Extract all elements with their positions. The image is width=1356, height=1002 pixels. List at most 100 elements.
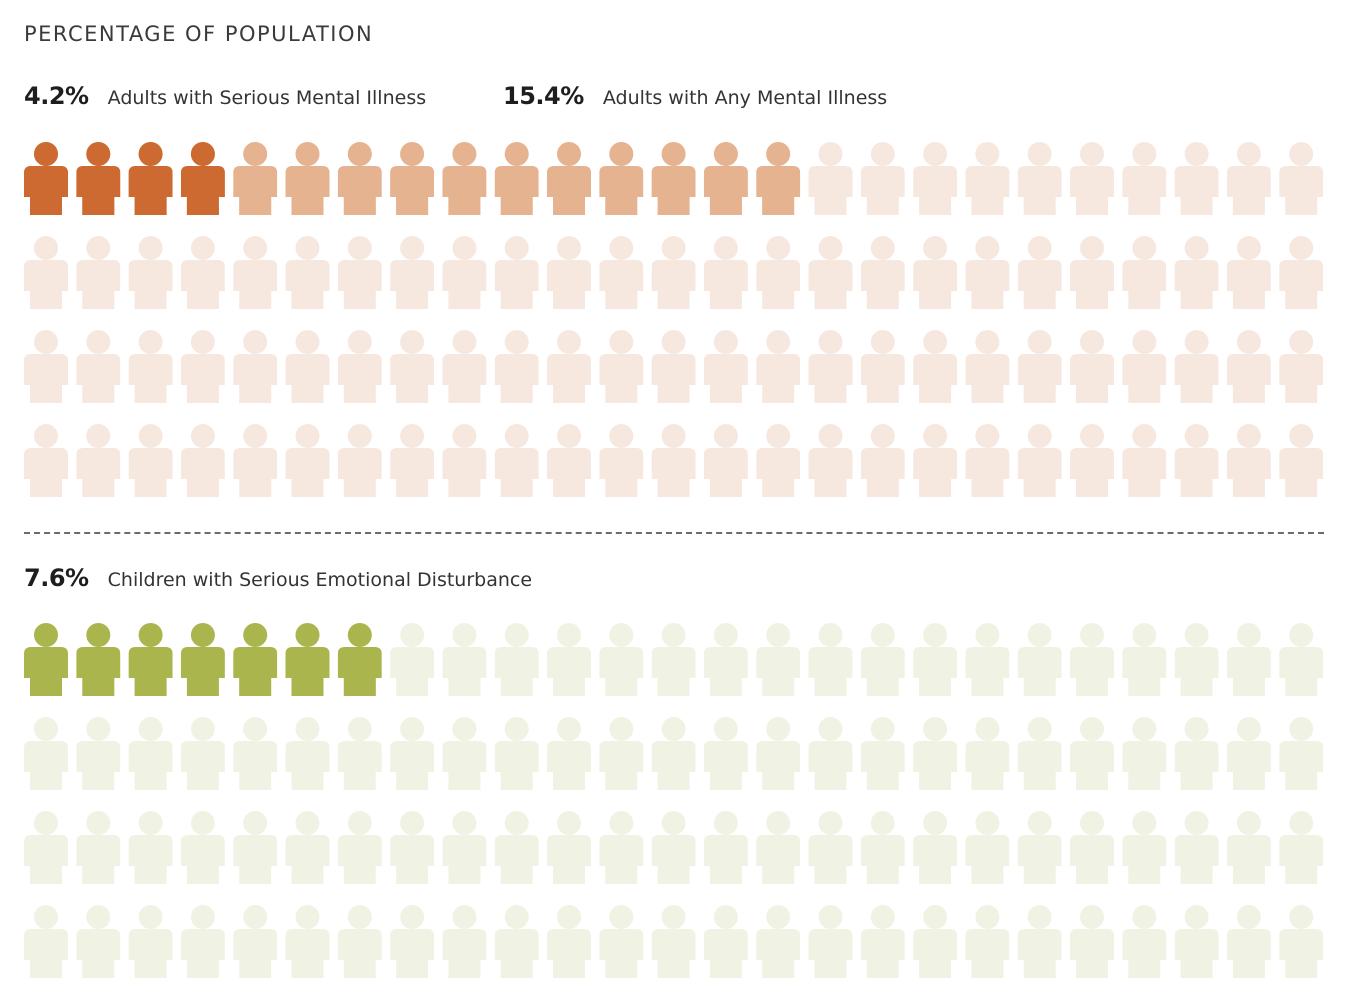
person-icon — [76, 330, 121, 403]
adult-any-value: 15.4% — [503, 82, 584, 110]
person-icon — [1174, 142, 1219, 215]
person-icon — [233, 236, 278, 309]
person-icon — [128, 623, 173, 696]
person-icon — [337, 424, 382, 497]
person-icon — [1070, 905, 1114, 978]
person-icon — [808, 330, 853, 403]
person-icon — [494, 623, 539, 696]
person-icon — [76, 142, 121, 215]
person-icon — [756, 424, 801, 497]
person-icon — [965, 717, 1010, 790]
person-icon — [860, 330, 905, 403]
person-icon — [390, 424, 435, 497]
person-icon — [913, 623, 958, 696]
person-icon — [1174, 330, 1219, 403]
person-icon — [1279, 424, 1324, 497]
person-icon — [24, 236, 68, 309]
person-icon — [24, 142, 68, 215]
person-icon — [1226, 717, 1271, 790]
person-icon — [547, 623, 591, 696]
person-icon — [703, 236, 748, 309]
person-icon — [1070, 811, 1114, 884]
adult-pictograph-grid — [24, 142, 1324, 497]
person-icon — [1122, 905, 1167, 978]
person-icon — [756, 811, 801, 884]
person-icon — [913, 330, 958, 403]
person-icon — [390, 623, 435, 696]
person-icon — [24, 330, 68, 403]
person-icon — [965, 236, 1010, 309]
person-icon — [651, 623, 696, 696]
person-icon — [1279, 330, 1324, 403]
person-icon — [1174, 236, 1219, 309]
person-icon — [285, 142, 330, 215]
person-icon — [547, 236, 591, 309]
child-pictograph-grid — [24, 623, 1324, 978]
person-icon — [965, 623, 1010, 696]
person-icon — [1226, 905, 1271, 978]
person-icon — [285, 330, 330, 403]
person-icon — [76, 424, 121, 497]
person-icon — [337, 236, 382, 309]
person-icon — [1122, 811, 1167, 884]
person-icon — [337, 142, 382, 215]
person-icon — [599, 811, 644, 884]
person-icon — [1226, 424, 1271, 497]
person-icon — [494, 717, 539, 790]
person-icon — [913, 811, 958, 884]
person-icon — [390, 330, 435, 403]
person-icon — [494, 330, 539, 403]
legend-adult-serious: 4.2% Adults with Serious Mental Illness — [24, 82, 426, 110]
person-icon — [1174, 811, 1219, 884]
person-icon — [547, 142, 591, 215]
person-icon — [860, 623, 905, 696]
person-icon — [285, 717, 330, 790]
person-icon — [494, 236, 539, 309]
person-icon — [651, 905, 696, 978]
person-icon — [651, 330, 696, 403]
adult-any-label: Adults with Any Mental Illness — [602, 87, 888, 109]
person-icon — [337, 905, 382, 978]
person-icon — [1174, 717, 1219, 790]
person-icon — [651, 142, 696, 215]
person-icon — [442, 424, 487, 497]
person-icon — [808, 717, 853, 790]
person-icon — [337, 811, 382, 884]
person-icon — [285, 811, 330, 884]
person-icon — [390, 811, 435, 884]
person-icon — [860, 236, 905, 309]
person-icon — [76, 811, 121, 884]
person-icon — [494, 811, 539, 884]
person-icon — [756, 236, 801, 309]
person-icon — [390, 236, 435, 309]
chart-title: PERCENTAGE OF POPULATION — [24, 22, 374, 46]
person-icon — [1070, 236, 1114, 309]
person-icon — [703, 811, 748, 884]
person-icon — [599, 623, 644, 696]
person-icon — [1226, 330, 1271, 403]
person-icon — [128, 717, 173, 790]
person-icon — [128, 330, 173, 403]
person-icon — [965, 811, 1010, 884]
person-icon — [24, 717, 68, 790]
person-icon — [547, 811, 591, 884]
person-icon — [913, 717, 958, 790]
person-icon — [651, 811, 696, 884]
person-icon — [965, 330, 1010, 403]
person-icon — [494, 142, 539, 215]
person-icon — [965, 905, 1010, 978]
person-icon — [1070, 424, 1114, 497]
person-icon — [233, 623, 278, 696]
person-icon — [337, 717, 382, 790]
person-icon — [442, 330, 487, 403]
person-icon — [442, 717, 487, 790]
legend-child-serious: 7.6% Children with Serious Emotional Dis… — [24, 564, 532, 592]
person-icon — [233, 717, 278, 790]
person-icon — [76, 236, 121, 309]
person-icon — [703, 717, 748, 790]
person-icon — [1174, 623, 1219, 696]
person-icon — [599, 424, 644, 497]
person-icon — [180, 811, 225, 884]
person-icon — [337, 330, 382, 403]
person-icon — [128, 142, 173, 215]
